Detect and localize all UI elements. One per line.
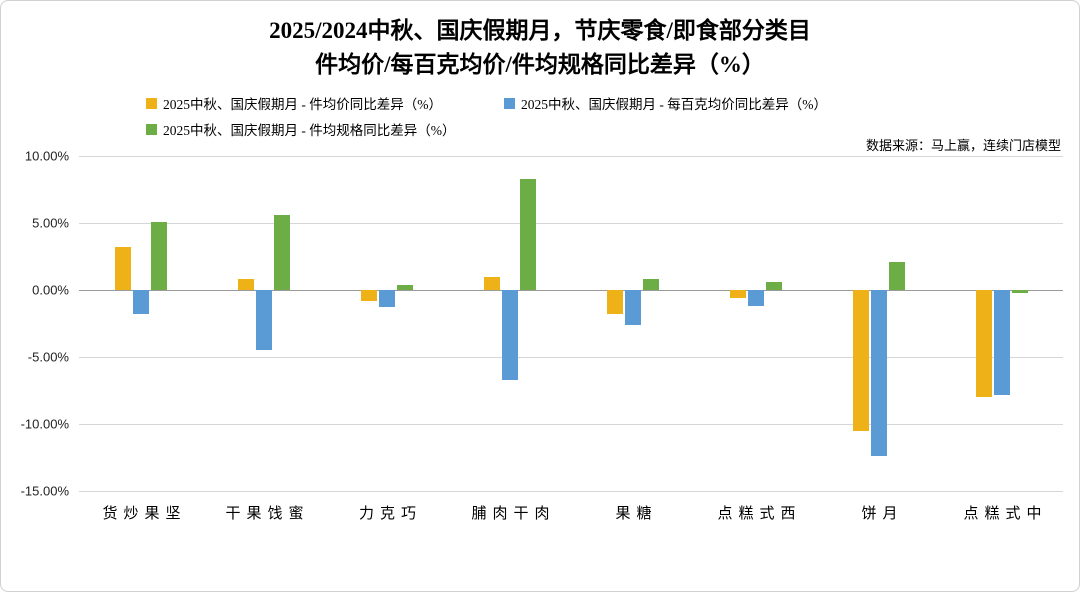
bar-per-100g-price-肉干肉脯 <box>501 290 518 380</box>
bar-avg-spec-糖果 <box>642 279 659 290</box>
chart-title: 2025/2024中秋、国庆假期月，节庆零食/即食部分类目 件均价/每百克均价/… <box>1 14 1079 82</box>
y-axis-tick-label: 5.00% <box>32 215 69 231</box>
source-note: 数据来源：马上赢，连续门店模型 <box>865 138 1061 153</box>
bar-avg-spec-西式糕点 <box>765 281 782 290</box>
bar-avg-price-糖果 <box>606 290 623 315</box>
x-axis-category-label: 巧克力 <box>357 505 415 524</box>
y-axis-tick-label: -15.00% <box>20 483 69 499</box>
bar-avg-spec-月饼 <box>888 261 905 290</box>
chart-title-line1: 2025/2024中秋、国庆假期月，节庆零食/即食部分类目 <box>269 18 811 43</box>
gridline <box>79 155 1063 157</box>
x-axis-category-label: 西式糕点 <box>715 505 795 524</box>
legend-row-1: 2025中秋、国庆假期月 - 件均价同比差异（%） 2025中秋、国庆假期月 -… <box>146 93 827 113</box>
legend-label-avg-spec: 2025中秋、国庆假期月 - 件均规格同比差异（%） <box>163 123 456 138</box>
gridline <box>79 356 1063 358</box>
bar-avg-price-蜜饯果干 <box>237 279 254 290</box>
x-axis-category-label: 月饼 <box>859 505 897 524</box>
gridline <box>79 423 1063 425</box>
bar-per-100g-price-西式糕点 <box>747 290 764 307</box>
bar-per-100g-price-糖果 <box>624 290 641 325</box>
bar-per-100g-price-巧克力 <box>378 290 395 308</box>
bar-avg-spec-肉干肉脯 <box>519 178 536 290</box>
bar-avg-spec-蜜饯果干 <box>273 214 290 290</box>
x-axis-category-label: 肉干肉脯 <box>469 505 549 524</box>
plot-area: 10.00% 5.00% 0.00% -5.00% -10.00% -15.00% 坚果炒货… <box>21 149 1063 524</box>
bar-per-100g-price-坚果炒货 <box>132 290 149 315</box>
legend-label-per-100g-price: 2025中秋、国庆假期月 - 每百克均价同比差异（%） <box>521 97 827 112</box>
x-axis-category-label: 糖果 <box>613 505 651 524</box>
bar-avg-spec-巧克力 <box>396 284 413 290</box>
zero-axis-gridline <box>79 289 1063 291</box>
legend-swatch-per-100g-price-icon <box>504 97 515 109</box>
bar-avg-price-肉干肉脯 <box>483 276 500 290</box>
bar-avg-price-月饼 <box>852 290 869 431</box>
gridline <box>79 222 1063 224</box>
chart-title-line2: 件均价/每百克均价/件均规格同比差异（%） <box>315 52 765 77</box>
legend-swatch-avg-price-icon <box>146 97 157 109</box>
bar-avg-price-巧克力 <box>360 290 377 301</box>
legend-item-per-100g-price: 2025中秋、国庆假期月 - 每百克均价同比差异（%） <box>504 93 827 113</box>
bar-avg-spec-中式糕点 <box>1011 290 1028 293</box>
y-axis-tick-label: -10.00% <box>20 416 69 432</box>
legend-label-avg-price: 2025中秋、国庆假期月 - 件均价同比差异（%） <box>163 97 442 112</box>
x-axis-category-label: 蜜饯果干 <box>223 505 303 524</box>
legend-item-avg-spec: 2025中秋、国庆假期月 - 件均规格同比差异（%） <box>146 119 456 139</box>
bar-per-100g-price-中式糕点 <box>993 290 1010 395</box>
y-axis-tick-label: 0.00% <box>32 282 69 298</box>
bar-avg-price-坚果炒货 <box>114 247 131 290</box>
y-axis-tick-label: 10.00% <box>24 148 69 164</box>
legend-item-avg-price: 2025中秋、国庆假期月 - 件均价同比差异（%） <box>146 93 442 113</box>
bar-per-100g-price-蜜饯果干 <box>255 290 272 351</box>
bar-avg-spec-坚果炒货 <box>150 221 167 290</box>
bar-per-100g-price-月饼 <box>870 290 887 457</box>
legend-row-2: 2025中秋、国庆假期月 - 件均规格同比差异（%） <box>146 119 456 139</box>
gridline <box>79 490 1063 492</box>
x-axis-category-label: 中式糕点 <box>961 505 1041 524</box>
bar-avg-price-西式糕点 <box>729 290 746 299</box>
legend-swatch-avg-spec-icon <box>146 123 157 135</box>
bar-avg-price-中式糕点 <box>975 290 992 398</box>
y-axis-tick-label: -5.00% <box>27 349 69 365</box>
x-axis-category-label: 坚果炒货 <box>100 505 180 524</box>
